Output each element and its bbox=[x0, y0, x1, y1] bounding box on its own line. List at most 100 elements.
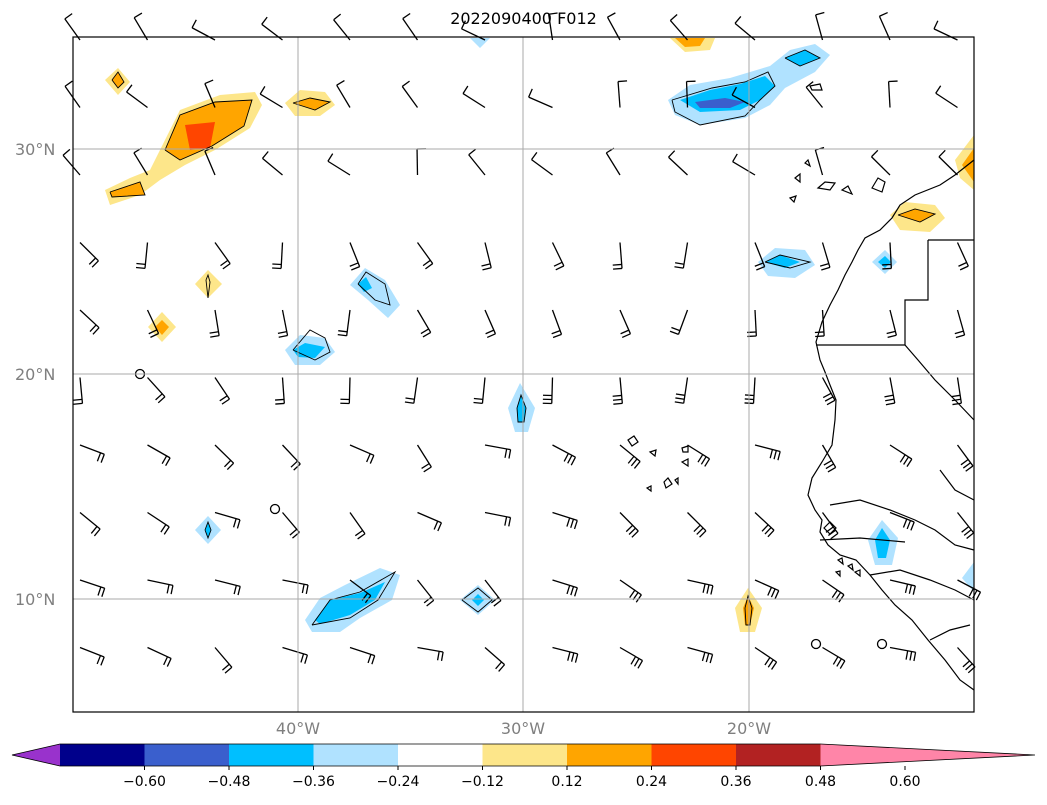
map-frame bbox=[72, 36, 975, 713]
wind-barb bbox=[79, 309, 100, 335]
island bbox=[816, 181, 837, 191]
colorbar-segment bbox=[736, 744, 821, 766]
wind-barb bbox=[214, 444, 235, 471]
colorbar-tick-label: −0.12 bbox=[461, 774, 504, 790]
wind-barb bbox=[277, 309, 289, 338]
calm-wind-circle bbox=[876, 638, 888, 650]
negative-anomaly-patch bbox=[470, 38, 490, 48]
positive-anomaly-patch bbox=[155, 320, 169, 335]
lake bbox=[823, 521, 837, 535]
calm-wind-circle bbox=[269, 503, 281, 515]
wind-barb bbox=[612, 377, 623, 405]
negative-anomaly-patch bbox=[962, 562, 974, 592]
wind-barb bbox=[133, 12, 149, 41]
lat-label-10n: 10°N bbox=[15, 590, 55, 609]
africa-coastline bbox=[807, 159, 975, 691]
wind-barb bbox=[805, 81, 824, 108]
negative-anomaly-patch bbox=[293, 343, 325, 358]
wind-barb bbox=[133, 147, 149, 176]
wind-barb bbox=[214, 377, 230, 405]
wind-barb bbox=[617, 80, 628, 108]
colorbar-segment bbox=[398, 744, 483, 766]
wind-barb bbox=[135, 242, 149, 270]
wind-barb bbox=[272, 242, 284, 270]
island bbox=[809, 83, 823, 91]
wind-barb bbox=[349, 646, 376, 665]
coastline bbox=[627, 83, 975, 691]
positive-anomaly-patch bbox=[195, 270, 222, 298]
wind-barb bbox=[79, 646, 105, 666]
wind-barb bbox=[889, 511, 915, 531]
colorbar-tick-label: 0.36 bbox=[720, 774, 751, 790]
island bbox=[681, 445, 689, 453]
guinea-border bbox=[869, 569, 975, 601]
island bbox=[846, 563, 854, 572]
negative-anomaly-patch bbox=[358, 277, 372, 292]
gambia-border bbox=[819, 537, 906, 543]
wind-barb bbox=[460, 20, 486, 41]
wind-barb bbox=[79, 242, 99, 268]
wind-barb bbox=[204, 79, 216, 108]
calm-wind-circle bbox=[810, 638, 822, 650]
island bbox=[645, 485, 652, 493]
island bbox=[627, 435, 639, 447]
lon-label-30w: 30°W bbox=[501, 719, 545, 738]
colorbar-tick-label: −0.48 bbox=[208, 774, 251, 790]
wind-barb bbox=[147, 444, 171, 467]
wind-barb bbox=[754, 512, 775, 538]
wind-barb bbox=[822, 646, 846, 669]
colorbar-segment bbox=[60, 744, 145, 766]
negative-anomaly-patch bbox=[350, 268, 400, 318]
colorbar-extend-max bbox=[820, 744, 1035, 766]
wind-barb bbox=[605, 147, 621, 176]
wind-barb bbox=[552, 444, 577, 466]
wind-barb bbox=[935, 85, 958, 109]
wind-barb bbox=[754, 646, 778, 670]
wind-barb bbox=[619, 512, 639, 538]
wind-barb bbox=[79, 511, 101, 537]
wind-barb bbox=[821, 512, 839, 540]
wind-barb bbox=[619, 309, 632, 339]
wind-barb bbox=[687, 444, 711, 467]
wind-barb bbox=[542, 377, 554, 405]
wind-barb bbox=[552, 579, 578, 597]
wind-barb bbox=[951, 377, 963, 406]
wind-barb bbox=[147, 377, 166, 404]
wind-barb bbox=[821, 377, 836, 406]
wind-barb bbox=[882, 242, 892, 270]
wind-barb bbox=[484, 511, 512, 527]
wind-barb bbox=[957, 579, 982, 601]
lat-label-20n: 20°N bbox=[15, 365, 55, 384]
western-sahara-border bbox=[816, 240, 929, 346]
wind-barb bbox=[402, 12, 419, 41]
wind-barb bbox=[209, 309, 220, 338]
sierra-leone-border bbox=[929, 624, 971, 641]
colorbar-extend-min bbox=[12, 744, 60, 766]
anomaly-patches bbox=[105, 38, 974, 632]
wind-barb bbox=[147, 511, 170, 535]
colorbar-tick-label: 0.12 bbox=[551, 774, 582, 790]
wind-barb bbox=[349, 242, 361, 271]
wind-barb bbox=[416, 579, 435, 607]
wind-barb bbox=[619, 444, 641, 469]
wind-barb bbox=[64, 13, 81, 41]
negative-anomaly-patch bbox=[785, 50, 820, 66]
negative-anomaly-patch bbox=[695, 98, 745, 108]
wind-barb bbox=[815, 11, 825, 41]
wind-barb bbox=[878, 11, 891, 41]
wind-barb bbox=[147, 579, 174, 595]
wind-barb bbox=[548, 12, 558, 41]
wind-barb bbox=[528, 88, 553, 109]
wind-barb bbox=[886, 309, 897, 339]
wind-barb bbox=[956, 512, 975, 539]
wind-barb bbox=[417, 646, 444, 662]
island bbox=[834, 570, 841, 578]
wind-barb bbox=[687, 579, 714, 595]
wind-barb bbox=[669, 14, 688, 41]
wind-barb bbox=[259, 86, 283, 109]
wind-barb bbox=[889, 646, 917, 662]
wind-barb bbox=[754, 579, 780, 600]
wind-barb bbox=[685, 80, 696, 108]
wind-barb bbox=[889, 444, 913, 468]
